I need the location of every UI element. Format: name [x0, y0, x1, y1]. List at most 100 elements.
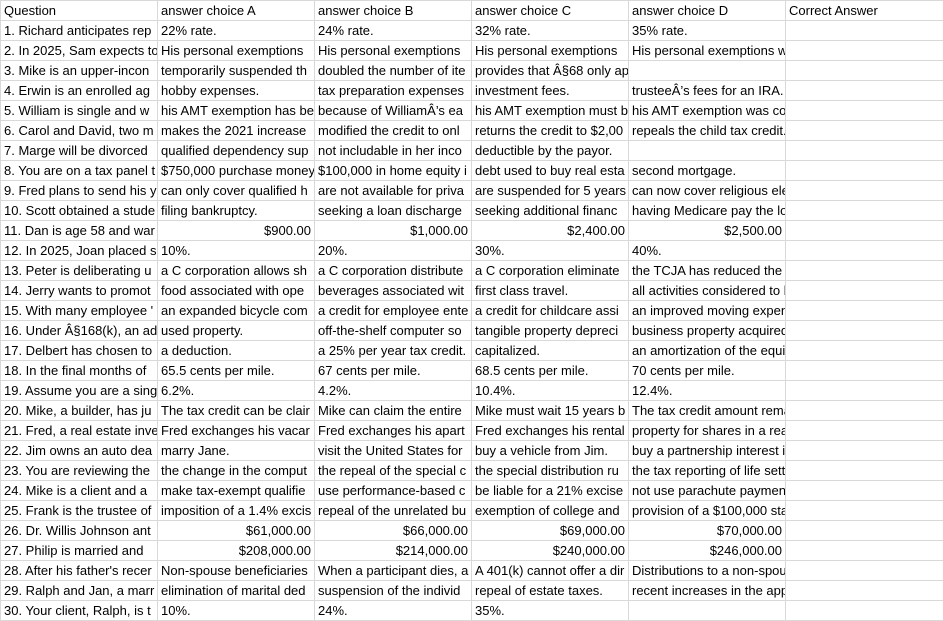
- cell-choice-c[interactable]: returns the credit to $2,00: [471, 120, 629, 141]
- header-cell-correct-answer[interactable]: Correct Answer: [785, 0, 943, 21]
- cell-question[interactable]: 25. Frank is the trustee of: [0, 500, 158, 521]
- cell-choice-c[interactable]: $69,000.00: [471, 520, 629, 541]
- cell-choice-b[interactable]: because of WilliamÂ’s ea: [314, 100, 472, 121]
- cell-choice-d[interactable]: an amortization of the equipmentÂ’s cost…: [628, 340, 786, 361]
- cell-choice-a[interactable]: a deduction.: [157, 340, 315, 361]
- cell-choice-d[interactable]: the tax reporting of life settlement tra…: [628, 460, 786, 481]
- cell-choice-a[interactable]: filing bankruptcy.: [157, 200, 315, 221]
- cell-choice-d[interactable]: repeals the child tax credit.: [628, 120, 786, 141]
- cell-choice-d[interactable]: business property acquired and converted…: [628, 320, 786, 341]
- cell-correct-answer[interactable]: [785, 440, 943, 461]
- cell-correct-answer[interactable]: [785, 360, 943, 381]
- cell-choice-a[interactable]: hobby expenses.: [157, 80, 315, 101]
- cell-choice-c[interactable]: exemption of college and: [471, 500, 629, 521]
- cell-choice-a[interactable]: his AMT exemption has be: [157, 100, 315, 121]
- cell-question[interactable]: 27. Philip is married and: [0, 540, 158, 561]
- cell-question[interactable]: 4. Erwin is an enrolled ag: [0, 80, 158, 101]
- cell-question[interactable]: 1. Richard anticipates rep: [0, 20, 158, 41]
- cell-question[interactable]: 16. Under Â§168(k), an ad: [0, 320, 158, 341]
- cell-choice-c[interactable]: investment fees.: [471, 80, 629, 101]
- cell-choice-d[interactable]: $246,000.00: [628, 540, 786, 561]
- cell-choice-a[interactable]: $750,000 purchase money: [157, 160, 315, 181]
- cell-choice-d[interactable]: an improved moving expense reimbursement…: [628, 300, 786, 321]
- cell-question[interactable]: 30. Your client, Ralph, is t: [0, 600, 158, 621]
- cell-question[interactable]: 10. Scott obtained a stude: [0, 200, 158, 221]
- cell-question[interactable]: 6. Carol and David, two m: [0, 120, 158, 141]
- cell-choice-a[interactable]: 65.5 cents per mile.: [157, 360, 315, 381]
- cell-question[interactable]: 12. In 2025, Joan placed s: [0, 240, 158, 261]
- cell-choice-c[interactable]: provides that Â§68 only applies to corpo…: [471, 60, 629, 81]
- cell-choice-b[interactable]: visit the United States for: [314, 440, 472, 461]
- cell-choice-b[interactable]: 24% rate.: [314, 20, 472, 41]
- cell-choice-a[interactable]: an expanded bicycle com: [157, 300, 315, 321]
- cell-choice-b[interactable]: use performance-based c: [314, 480, 472, 501]
- cell-correct-answer[interactable]: [785, 520, 943, 541]
- cell-choice-c[interactable]: $2,400.00: [471, 220, 629, 241]
- cell-choice-d[interactable]: 12.4%.: [628, 380, 786, 401]
- cell-choice-b[interactable]: modified the credit to onl: [314, 120, 472, 141]
- cell-question[interactable]: 7. Marge will be divorced: [0, 140, 158, 161]
- cell-choice-a[interactable]: a C corporation allows sh: [157, 260, 315, 281]
- cell-choice-b[interactable]: 4.2%.: [314, 380, 472, 401]
- cell-choice-c[interactable]: Mike must wait 15 years b: [471, 400, 629, 421]
- cell-choice-c[interactable]: debt used to buy real esta: [471, 160, 629, 181]
- cell-choice-b[interactable]: Mike can claim the entire: [314, 400, 472, 421]
- cell-correct-answer[interactable]: [785, 100, 943, 121]
- cell-choice-d[interactable]: 35% rate.: [628, 20, 786, 41]
- cell-choice-a[interactable]: Fred exchanges his vacar: [157, 420, 315, 441]
- cell-choice-a[interactable]: $208,000.00: [157, 540, 315, 561]
- cell-question[interactable]: 21. Fred, a real estate inve: [0, 420, 158, 441]
- cell-question[interactable]: 9. Fred plans to send his y: [0, 180, 158, 201]
- cell-choice-d[interactable]: [628, 140, 786, 161]
- header-cell-choice-c[interactable]: answer choice C: [471, 0, 629, 21]
- cell-correct-answer[interactable]: [785, 160, 943, 181]
- cell-choice-b[interactable]: Fred exchanges his apart: [314, 420, 472, 441]
- cell-choice-a[interactable]: The tax credit can be clair: [157, 400, 315, 421]
- cell-choice-c[interactable]: a credit for childcare assi: [471, 300, 629, 321]
- cell-choice-b[interactable]: $66,000.00: [314, 520, 472, 541]
- cell-correct-answer[interactable]: [785, 320, 943, 341]
- cell-question[interactable]: 29. Ralph and Jan, a marr: [0, 580, 158, 601]
- cell-choice-b[interactable]: $1,000.00: [314, 220, 472, 241]
- cell-choice-b[interactable]: off-the-shelf computer so: [314, 320, 472, 341]
- cell-choice-b[interactable]: the repeal of the special c: [314, 460, 472, 481]
- cell-choice-c[interactable]: $240,000.00: [471, 540, 629, 561]
- cell-question[interactable]: 2. In 2025, Sam expects to: [0, 40, 158, 61]
- cell-question[interactable]: 3. Mike is an upper-incon: [0, 60, 158, 81]
- cell-choice-d[interactable]: His personal exemptions would be reduced…: [628, 40, 786, 61]
- cell-choice-d[interactable]: [628, 600, 786, 621]
- cell-choice-c[interactable]: capitalized.: [471, 340, 629, 361]
- cell-choice-b[interactable]: tax preparation expenses: [314, 80, 472, 101]
- cell-question[interactable]: 28. After his father's recer: [0, 560, 158, 581]
- cell-choice-d[interactable]: buy a partnership interest in Jim's busi…: [628, 440, 786, 461]
- cell-correct-answer[interactable]: [785, 40, 943, 61]
- cell-choice-a[interactable]: elimination of marital ded: [157, 580, 315, 601]
- cell-choice-b[interactable]: doubled the number of ite: [314, 60, 472, 81]
- cell-choice-b[interactable]: a credit for employee ente: [314, 300, 472, 321]
- cell-correct-answer[interactable]: [785, 400, 943, 421]
- cell-choice-c[interactable]: his AMT exemption must b: [471, 100, 629, 121]
- cell-question[interactable]: 22. Jim owns an auto dea: [0, 440, 158, 461]
- cell-correct-answer[interactable]: [785, 280, 943, 301]
- cell-question[interactable]: 13. Peter is deliberating u: [0, 260, 158, 281]
- cell-choice-d[interactable]: can now cover religious elementary or se…: [628, 180, 786, 201]
- header-cell-choice-a[interactable]: answer choice A: [157, 0, 315, 21]
- cell-choice-d[interactable]: his AMT exemption was completely elimina…: [628, 100, 786, 121]
- cell-question[interactable]: 5. William is single and w: [0, 100, 158, 121]
- cell-correct-answer[interactable]: [785, 200, 943, 221]
- cell-choice-c[interactable]: buy a vehicle from Jim.: [471, 440, 629, 461]
- cell-choice-c[interactable]: tangible property depreci: [471, 320, 629, 341]
- cell-correct-answer[interactable]: [785, 540, 943, 561]
- cell-choice-d[interactable]: second mortgage.: [628, 160, 786, 181]
- cell-choice-d[interactable]: The tax credit amount remains constant r…: [628, 400, 786, 421]
- cell-correct-answer[interactable]: [785, 420, 943, 441]
- header-cell-question[interactable]: Question: [0, 0, 158, 21]
- cell-choice-d[interactable]: recent increases in the applicable exclu…: [628, 580, 786, 601]
- cell-choice-d[interactable]: provision of a $100,000 standard deducti…: [628, 500, 786, 521]
- cell-question[interactable]: 8. You are on a tax panel t: [0, 160, 158, 181]
- cell-choice-b[interactable]: not includable in her inco: [314, 140, 472, 161]
- cell-correct-answer[interactable]: [785, 460, 943, 481]
- cell-choice-c[interactable]: are suspended for 5 years: [471, 180, 629, 201]
- cell-correct-answer[interactable]: [785, 380, 943, 401]
- cell-choice-d[interactable]: all activities considered to be entertai…: [628, 280, 786, 301]
